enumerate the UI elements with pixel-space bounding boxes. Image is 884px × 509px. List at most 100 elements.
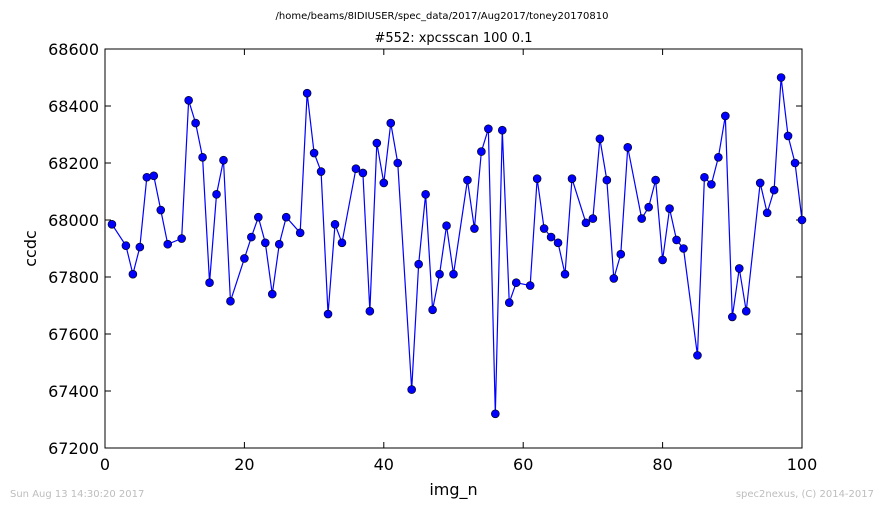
- data-point: [755, 178, 765, 188]
- data-point: [295, 228, 305, 238]
- data-point: [191, 118, 200, 128]
- data-point: [337, 238, 347, 248]
- data-point: [532, 174, 542, 183]
- series-line: [111, 77, 803, 414]
- data-point: [546, 232, 556, 242]
- data-point: [240, 254, 249, 263]
- data-point: [247, 232, 256, 242]
- data-point: [553, 238, 563, 248]
- x-axis-label: img_n: [429, 480, 477, 500]
- data-point: [309, 148, 319, 158]
- x-tick-label: 80: [652, 455, 672, 474]
- data-point: [623, 143, 633, 152]
- data-point: [463, 175, 472, 185]
- data-point: [435, 269, 444, 279]
- data-point: [504, 298, 514, 307]
- data-point: [581, 218, 591, 228]
- data-point: [149, 171, 159, 181]
- data-point: [351, 164, 361, 173]
- data-point: [177, 234, 186, 243]
- data-point: [491, 409, 500, 419]
- data-point: [511, 278, 521, 288]
- data-point: [205, 278, 214, 288]
- data-point: [679, 244, 688, 253]
- data-point: [727, 312, 737, 322]
- y-tick-label: 67200: [48, 439, 99, 458]
- data-point: [121, 241, 131, 250]
- data-point: [560, 269, 570, 279]
- data-point: [525, 281, 535, 290]
- data-point: [665, 204, 674, 213]
- data-point: [393, 158, 403, 168]
- data-point: [261, 238, 270, 248]
- data-point: [323, 309, 333, 319]
- data-point: [658, 255, 667, 265]
- footer-timestamp: Sun Aug 13 14:30:20 2017: [10, 489, 144, 500]
- data-point: [386, 118, 396, 128]
- data-point: [226, 296, 235, 306]
- data-point: [184, 96, 193, 105]
- data-point: [595, 134, 605, 144]
- y-axis-ticks: 67200 67400 67600 67800 68000 68200 68400 68600: [48, 40, 802, 458]
- data-point: [449, 269, 458, 279]
- data-point: [714, 153, 723, 162]
- x-tick-label: 20: [234, 455, 254, 474]
- data-point: [470, 224, 479, 233]
- y-tick-label: 68000: [48, 211, 99, 230]
- data-point: [539, 224, 549, 233]
- data-point: [477, 147, 486, 156]
- x-tick-label: 60: [513, 455, 533, 474]
- data-point: [769, 185, 779, 195]
- data-point: [316, 167, 326, 176]
- data-point: [783, 131, 793, 141]
- data-point: [281, 212, 291, 222]
- data-point: [198, 153, 207, 162]
- data-point: [407, 385, 416, 394]
- data-point: [372, 138, 382, 148]
- data-point: [721, 111, 730, 121]
- data-point: [442, 221, 451, 230]
- data-point: [414, 259, 423, 269]
- data-point: [776, 73, 786, 82]
- y-axis-label: ccdc: [21, 230, 40, 267]
- data-point: [163, 239, 173, 249]
- data-point: [267, 289, 277, 299]
- data-point: [212, 190, 221, 199]
- data-point: [254, 212, 263, 222]
- y-tick-label: 67600: [48, 325, 99, 344]
- data-point: [762, 208, 772, 218]
- chart-title: #552: xpcsscan 100 0.1: [375, 31, 533, 46]
- x-tick-label: 40: [374, 455, 394, 474]
- data-point: [567, 174, 577, 183]
- data-point: [651, 175, 660, 185]
- data-series: [107, 73, 807, 419]
- data-point: [135, 242, 145, 252]
- y-tick-label: 68600: [48, 40, 99, 59]
- data-point: [797, 215, 807, 225]
- y-tick-label: 68200: [48, 154, 99, 173]
- data-point: [142, 172, 152, 182]
- data-point: [365, 306, 375, 316]
- data-point: [428, 305, 437, 315]
- data-point: [330, 219, 340, 229]
- data-point: [790, 158, 800, 168]
- y-tick-label: 67400: [48, 382, 99, 401]
- data-point: [700, 172, 709, 182]
- data-point: [637, 214, 646, 223]
- data-point: [302, 88, 312, 98]
- data-point: [484, 124, 493, 134]
- data-point: [588, 214, 598, 223]
- data-point: [734, 264, 744, 273]
- x-axis-ticks: 0 20 40 60 80 100: [100, 49, 817, 474]
- plot-area: [104, 48, 803, 449]
- data-point: [644, 202, 653, 212]
- data-point: [379, 178, 389, 188]
- data-point: [128, 269, 138, 279]
- footer-credit: spec2nexus, (C) 2014-2017: [736, 489, 874, 500]
- data-point: [609, 274, 619, 283]
- data-point: [741, 306, 751, 316]
- x-tick-label: 100: [787, 455, 818, 474]
- data-point: [693, 351, 702, 360]
- data-point: [274, 239, 284, 249]
